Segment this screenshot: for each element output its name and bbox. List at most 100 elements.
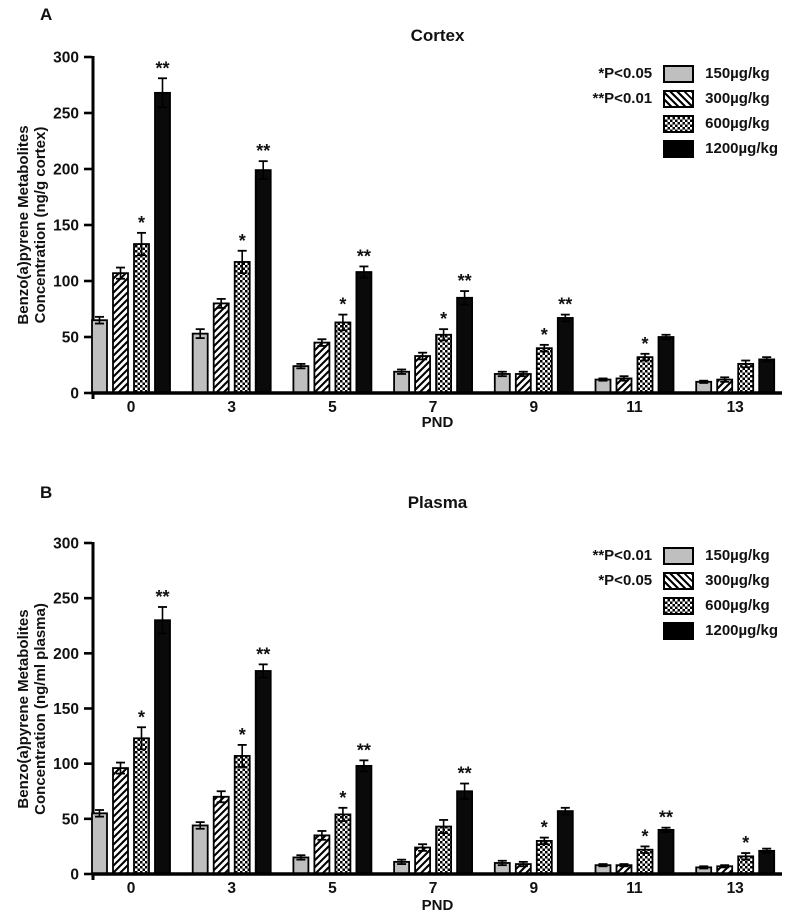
significance-marker: ** [357, 246, 371, 266]
x-category-label: 13 [727, 399, 745, 416]
legend-cortex: *P<0.05 150µg/kg **P<0.01 300µg/kg 600µg/kg 1… [560, 61, 778, 161]
significance-marker: ** [256, 141, 270, 161]
chart-title-plasma: Plasma [407, 493, 468, 512]
significance-note: **P<0.01 [592, 90, 653, 107]
significance-note: **P<0.01 [592, 547, 653, 564]
significance-marker: * [641, 334, 648, 354]
legend-item: 600µg/kg [560, 111, 778, 136]
legend-swatch-checkerboard [663, 114, 695, 133]
panel-label-b: B [40, 483, 53, 502]
y-tick-label: 150 [53, 218, 79, 235]
legend-item: *P<0.05 150µg/kg [560, 61, 778, 86]
legend-swatch-solid-black [663, 621, 695, 640]
legend-swatch-diagonal-hatch [663, 571, 695, 590]
significance-marker: * [742, 833, 749, 853]
bar [456, 790, 474, 875]
x-category-label: 11 [626, 399, 643, 416]
bar [636, 356, 654, 394]
bar [233, 755, 251, 875]
bar [758, 849, 776, 875]
legend-label: 300µg/kg [705, 90, 770, 107]
x-category-label: 0 [127, 399, 136, 416]
significance-marker: ** [155, 587, 169, 607]
significance-marker: * [239, 231, 246, 251]
significance-marker: * [440, 309, 447, 329]
bar [91, 812, 108, 875]
significance-marker: ** [659, 808, 673, 828]
x-category-label: 11 [626, 880, 643, 897]
bar [112, 767, 129, 875]
significance-marker: ** [256, 644, 270, 664]
bar [414, 355, 432, 394]
legend-label: 600µg/kg [705, 597, 770, 614]
bar [191, 332, 209, 394]
legend-swatch-solid-gray [663, 546, 695, 565]
x-category-label: 5 [328, 399, 337, 416]
significance-marker: ** [458, 271, 472, 291]
bar [657, 828, 675, 875]
significance-note: *P<0.05 [598, 65, 653, 82]
legend-item: 600µg/kg [560, 593, 778, 618]
x-category-label: 7 [429, 399, 438, 416]
bar [556, 810, 574, 875]
bar [254, 670, 272, 875]
significance-marker: * [541, 818, 548, 838]
x-category-label: 7 [429, 880, 438, 897]
bar [355, 271, 373, 394]
y-tick-label: 150 [53, 701, 79, 718]
legend-label: 300µg/kg [705, 572, 770, 589]
bar [91, 319, 108, 394]
bar [191, 824, 209, 875]
legend-swatch-diagonal-hatch [663, 89, 695, 108]
x-category-label: 5 [328, 880, 337, 897]
legend-swatch-solid-black [663, 139, 695, 158]
y-tick-label: 50 [62, 330, 79, 347]
bar [112, 272, 129, 394]
y-tick-label: 50 [62, 811, 79, 828]
y-tick-label: 200 [53, 646, 79, 663]
x-axis-label: PND [421, 414, 454, 431]
bar [657, 336, 675, 394]
y-tick-label: 250 [53, 591, 79, 608]
significance-marker: ** [458, 764, 472, 784]
legend-label: 150µg/kg [705, 547, 770, 564]
significance-note: *P<0.05 [598, 572, 653, 589]
x-category-label: 3 [227, 880, 236, 897]
bar [334, 813, 352, 875]
bar [556, 317, 574, 394]
legend-item: *P<0.05 300µg/kg [560, 568, 778, 593]
y-tick-label: 100 [53, 274, 79, 291]
bar [154, 619, 171, 875]
y-tick-label: 300 [53, 50, 79, 67]
bar [435, 333, 453, 394]
x-category-label: 9 [529, 399, 538, 416]
significance-marker: * [541, 325, 548, 345]
y-tick-label: 0 [70, 867, 79, 884]
bar [535, 839, 553, 875]
significance-marker: * [239, 725, 246, 745]
bar [292, 365, 310, 394]
bar [535, 347, 553, 394]
bar [212, 795, 230, 875]
x-category-label: 3 [227, 399, 236, 416]
significance-marker: * [138, 213, 145, 233]
x-category-label: 13 [727, 880, 745, 897]
chart-title-cortex: Cortex [410, 26, 465, 45]
legend-item: 1200µg/kg [560, 618, 778, 643]
panel-cortex: A Cortex Benzo(a)pyrene Metabolites Conc… [15, 5, 782, 431]
x-axis-label: PND [421, 897, 454, 914]
significance-marker: * [339, 295, 346, 315]
x-category-label: 0 [127, 880, 136, 897]
significance-marker: * [339, 788, 346, 808]
significance-marker: * [138, 707, 145, 727]
bar [212, 302, 230, 394]
bar [233, 261, 251, 394]
bar [758, 358, 776, 394]
bar [133, 243, 150, 394]
bar [456, 296, 474, 394]
significance-marker: ** [155, 58, 169, 78]
legend-item: **P<0.01 150µg/kg [560, 543, 778, 568]
bar [133, 737, 150, 875]
